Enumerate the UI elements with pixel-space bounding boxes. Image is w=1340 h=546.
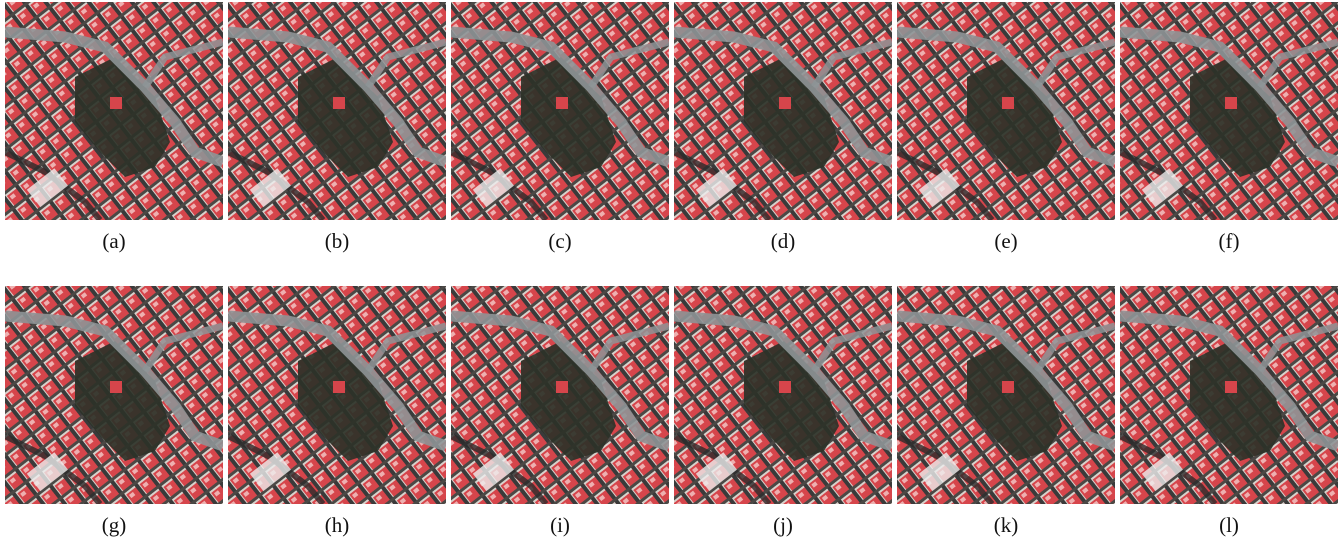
panel-caption: (j) [773, 513, 793, 537]
satellite-image [228, 286, 446, 504]
panel-caption: (e) [994, 229, 1017, 253]
panel-caption: (c) [548, 229, 571, 253]
satellite-image [897, 2, 1115, 220]
panel-caption: (b) [325, 229, 350, 253]
satellite-image [5, 2, 223, 220]
panel-caption: (l) [1219, 513, 1239, 537]
satellite-image [674, 286, 892, 504]
satellite-image [451, 286, 669, 504]
satellite-image [674, 2, 892, 220]
satellite-image [1120, 286, 1338, 504]
panel-caption: (g) [102, 513, 127, 537]
panel-caption: (i) [550, 513, 570, 537]
panel-caption: (d) [771, 229, 796, 253]
satellite-image [5, 286, 223, 504]
satellite-image [228, 2, 446, 220]
satellite-image [1120, 2, 1338, 220]
panel-caption: (a) [102, 229, 125, 253]
panel-caption: (k) [994, 513, 1019, 537]
panel-caption: (h) [325, 513, 350, 537]
satellite-image [451, 2, 669, 220]
panel-caption: (f) [1219, 229, 1240, 253]
figure: (a) (b) (c) (d) (e) (f) (g) (h) (i) (j) (k) (l) [0, 0, 1340, 546]
satellite-image [897, 286, 1115, 504]
